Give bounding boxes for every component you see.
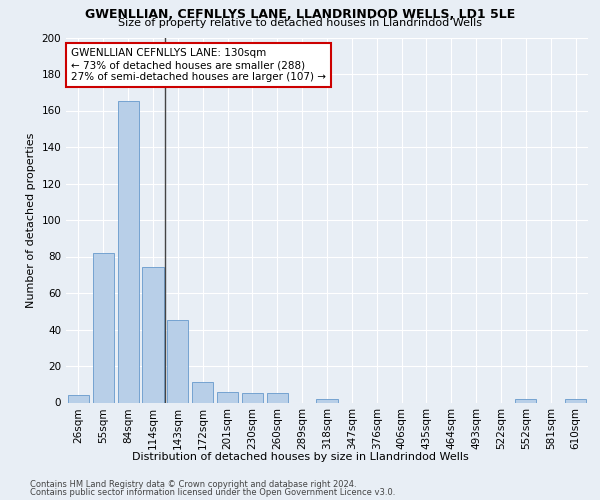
Bar xyxy=(167,320,188,402)
Bar xyxy=(217,392,238,402)
Bar xyxy=(316,399,338,402)
Text: Contains HM Land Registry data © Crown copyright and database right 2024.: Contains HM Land Registry data © Crown c… xyxy=(30,480,356,489)
Text: Contains public sector information licensed under the Open Government Licence v3: Contains public sector information licen… xyxy=(30,488,395,497)
Bar xyxy=(68,395,89,402)
Y-axis label: Number of detached properties: Number of detached properties xyxy=(26,132,36,308)
Bar xyxy=(267,394,288,402)
Text: Distribution of detached houses by size in Llandrindod Wells: Distribution of detached houses by size … xyxy=(131,452,469,462)
Bar xyxy=(242,394,263,402)
Bar xyxy=(118,102,139,403)
Bar xyxy=(142,268,164,402)
Bar xyxy=(192,382,213,402)
Bar xyxy=(93,253,114,402)
Bar xyxy=(515,399,536,402)
Text: GWENLLIAN CEFNLLYS LANE: 130sqm
← 73% of detached houses are smaller (288)
27% o: GWENLLIAN CEFNLLYS LANE: 130sqm ← 73% of… xyxy=(71,48,326,82)
Text: GWENLLIAN, CEFNLLYS LANE, LLANDRINDOD WELLS, LD1 5LE: GWENLLIAN, CEFNLLYS LANE, LLANDRINDOD WE… xyxy=(85,8,515,20)
Text: Size of property relative to detached houses in Llandrindod Wells: Size of property relative to detached ho… xyxy=(118,18,482,28)
Bar xyxy=(565,399,586,402)
